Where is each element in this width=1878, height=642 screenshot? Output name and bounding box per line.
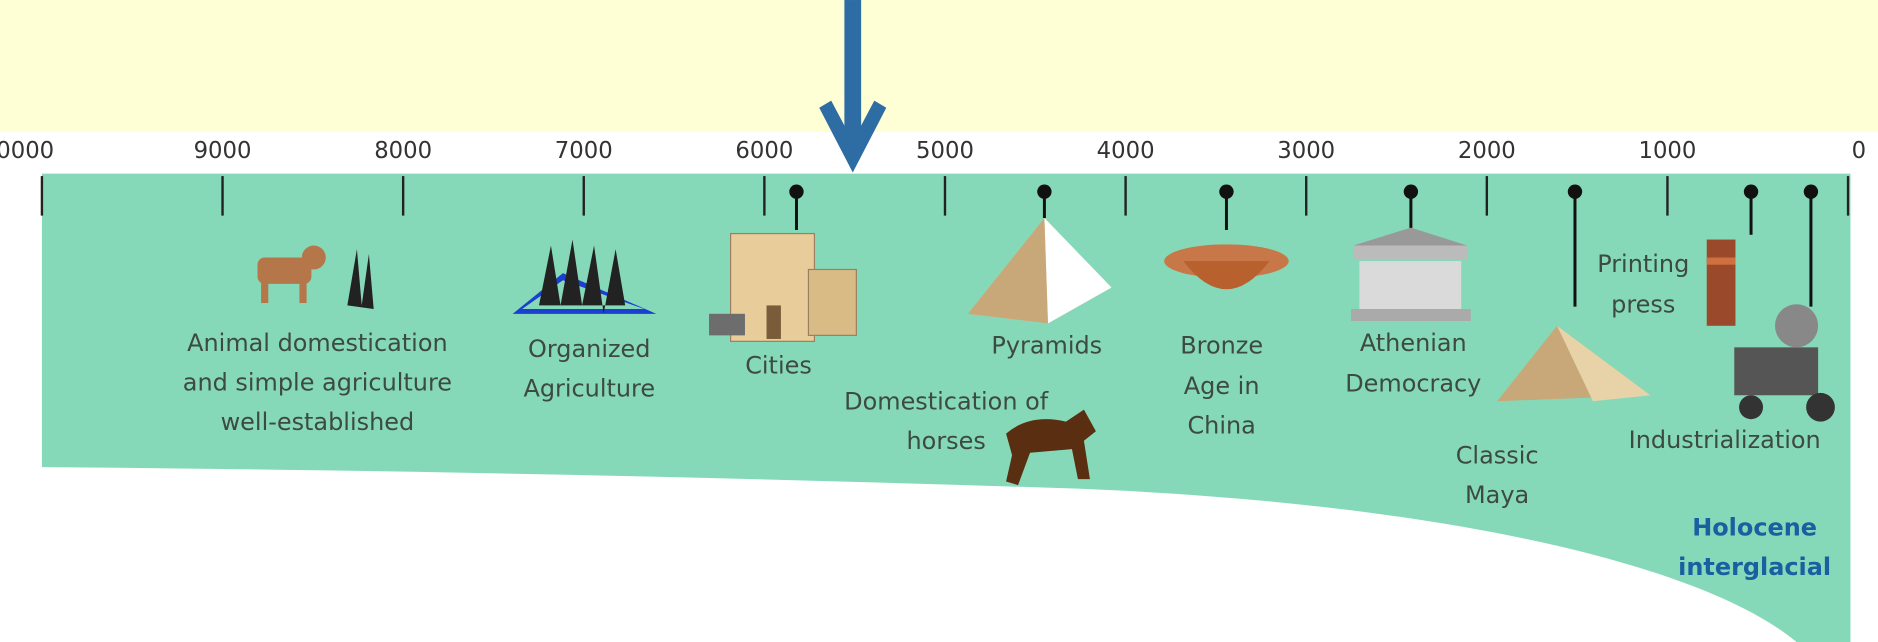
tick-label: 7000 [555, 138, 613, 164]
event-label: China [1187, 412, 1255, 440]
event-label: Athenian [1360, 329, 1467, 357]
event-label: Age in [1184, 372, 1260, 400]
tick-label: 5000 [916, 138, 974, 164]
tick-label: 1000 [1638, 138, 1696, 164]
period-label: Holocene [1692, 513, 1817, 541]
event-label: Maya [1465, 481, 1529, 509]
event-label: Democracy [1345, 370, 1481, 398]
tick-label: 3000 [1277, 138, 1335, 164]
event-label: Bronze [1180, 331, 1263, 359]
tick-label: 9000 [194, 138, 252, 164]
header-band [0, 0, 1878, 132]
event-label: Printing [1597, 250, 1689, 278]
event-label: press [1611, 291, 1675, 319]
tick-label: 2000 [1458, 138, 1516, 164]
period-label: interglacial [1678, 553, 1831, 581]
event-label: Animal domestication [187, 329, 448, 357]
event-label: and simple agriculture [183, 368, 452, 396]
tick-label: 0 [1852, 138, 1866, 164]
event-label: horses [907, 427, 986, 455]
event-label: Classic [1456, 442, 1539, 470]
event-label: Agriculture [523, 374, 655, 402]
event-label: Organized [528, 335, 650, 363]
timeline: 1000090008000700060005000400030002000100… [0, 0, 1878, 642]
tick-label: 8000 [374, 138, 432, 164]
event-label: Industrialization [1629, 426, 1821, 454]
event-label: Domestication of [844, 388, 1049, 416]
event-label: well-established [221, 408, 415, 436]
tick-label: 6000 [735, 138, 793, 164]
event-label: Cities [745, 352, 812, 380]
event-label: Pyramids [991, 331, 1102, 359]
tick-label: 4000 [1097, 138, 1155, 164]
